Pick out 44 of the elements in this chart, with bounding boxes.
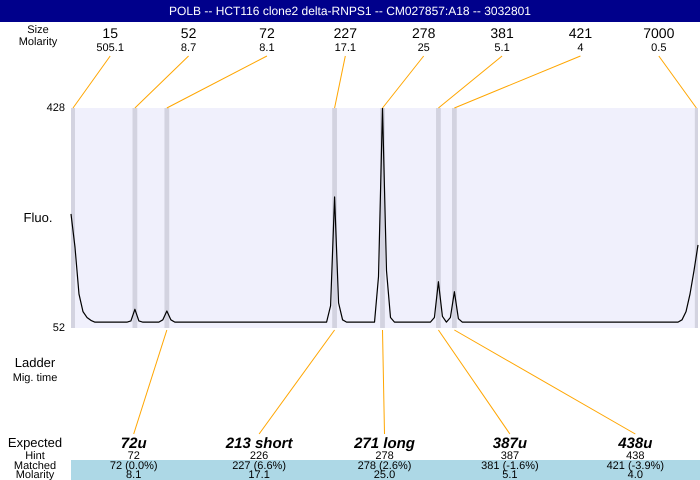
text: 25 [418,42,430,54]
text: Mig. time [12,372,58,384]
text: 213 short [224,435,294,452]
text: 387 [500,450,520,462]
text: 438 [626,450,644,462]
text: Molarity [18,36,58,48]
text: 8.7 [180,42,196,54]
text: 72 [128,450,140,462]
text: 17.1 [334,42,356,54]
text: 4.0 [628,469,643,480]
text: 421 [568,25,592,41]
text: 72 (0.0%) [110,460,158,472]
text: 72u [120,435,147,452]
text: 271 long [353,435,415,452]
text: 17.1 [248,469,270,480]
text: 8.1 [126,469,142,480]
text: 421 (-3.9%) [606,460,664,472]
text: 7000 [643,25,675,41]
text: 25.0 [374,469,396,480]
text: 278 [375,450,394,462]
text: 505.1 [96,42,124,54]
text: 226 [250,450,268,462]
text: 5.1 [502,469,518,480]
y-axis-title: Fluo. [24,210,52,225]
text: Size [27,24,49,36]
y-tick-label: 428 [46,102,65,114]
text: 0.5 [651,42,666,54]
text: 381 [490,25,514,41]
text: 227 [334,25,358,41]
text: 72 [259,25,275,41]
text: 381 (-1.6%) [481,460,539,472]
text: Hint [25,450,45,462]
text: Expected [8,435,62,450]
text: 5.1 [494,42,510,54]
text: 8.1 [259,42,275,54]
chart-title: POLB -- HCT116 clone2 delta-RNPS1 -- CM027857:A18 -- 3032801 [0,0,700,22]
text: Molarity [16,469,55,480]
text: 15 [102,25,118,41]
text: 387u [492,435,527,452]
text: 52 [180,25,197,41]
text: 4 [577,42,584,54]
text: 278 [412,25,436,41]
text: Ladder [14,355,56,370]
text: 438u [617,435,652,452]
